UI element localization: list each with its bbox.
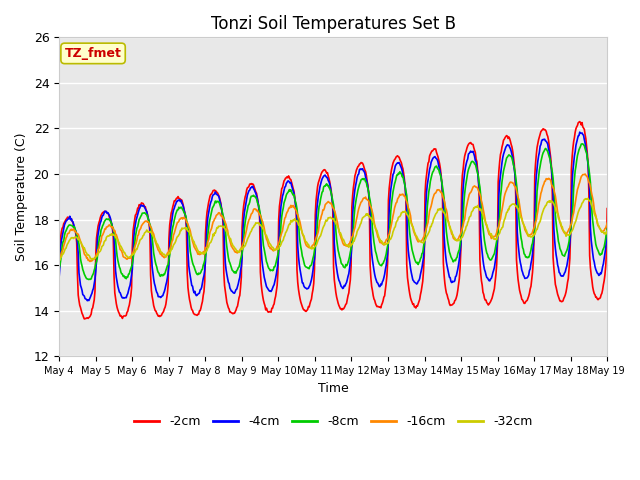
-16cm [401, 192, 408, 198]
Y-axis label: Soil Temperature (C): Soil Temperature (C) [15, 132, 28, 261]
Line: -32cm: -32cm [59, 199, 607, 260]
-4cm [207, 199, 214, 205]
Text: TZ_fmet: TZ_fmet [65, 47, 122, 60]
-8cm [122, 276, 130, 282]
X-axis label: Time: Time [318, 382, 349, 395]
-2cm [81, 316, 88, 322]
-8cm [85, 276, 93, 282]
-32cm [178, 225, 186, 231]
-2cm [207, 192, 214, 197]
-8cm [401, 180, 408, 186]
-32cm [207, 240, 214, 245]
-32cm [66, 237, 74, 243]
-32cm [56, 257, 64, 263]
-4cm [65, 216, 73, 222]
-32cm [584, 196, 591, 202]
-8cm [207, 213, 214, 218]
-4cm [178, 201, 186, 206]
-4cm [576, 129, 584, 135]
-4cm [604, 226, 611, 232]
-8cm [178, 205, 186, 211]
Line: -8cm: -8cm [59, 144, 607, 279]
-16cm [178, 215, 186, 221]
-4cm [122, 295, 130, 300]
Title: Tonzi Soil Temperatures Set B: Tonzi Soil Temperatures Set B [211, 15, 456, 33]
-4cm [55, 274, 63, 280]
-2cm [401, 177, 408, 182]
-8cm [55, 265, 63, 271]
Legend: -2cm, -4cm, -8cm, -16cm, -32cm: -2cm, -4cm, -8cm, -16cm, -32cm [129, 410, 538, 433]
-2cm [576, 119, 584, 124]
-32cm [604, 228, 611, 233]
-32cm [401, 209, 408, 215]
-16cm [581, 171, 589, 177]
-2cm [604, 206, 611, 212]
-2cm [65, 215, 73, 221]
-16cm [65, 230, 73, 236]
Line: -2cm: -2cm [59, 121, 607, 319]
-32cm [55, 257, 63, 263]
-2cm [55, 265, 63, 271]
-16cm [604, 220, 611, 226]
-8cm [579, 141, 587, 147]
-2cm [178, 197, 186, 203]
-16cm [417, 239, 424, 244]
-8cm [417, 256, 424, 262]
-2cm [417, 292, 424, 298]
-8cm [65, 222, 73, 228]
Line: -4cm: -4cm [59, 132, 607, 300]
-32cm [122, 253, 130, 259]
-32cm [417, 239, 424, 244]
-16cm [55, 256, 63, 262]
-16cm [207, 228, 214, 233]
-2cm [122, 312, 130, 318]
-4cm [417, 272, 424, 277]
-8cm [604, 225, 611, 231]
-4cm [83, 298, 91, 303]
-16cm [86, 259, 93, 264]
Line: -16cm: -16cm [59, 174, 607, 262]
-4cm [401, 180, 408, 186]
-16cm [122, 256, 130, 262]
